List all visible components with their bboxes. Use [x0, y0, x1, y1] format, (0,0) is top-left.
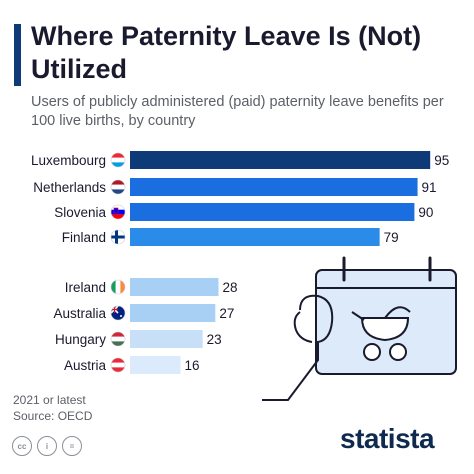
bar-finland [130, 228, 380, 246]
data-label: 79 [384, 230, 399, 245]
data-label: 16 [185, 358, 200, 373]
data-year-note: 2021 or latest [13, 393, 86, 407]
slovenia-flag [110, 204, 126, 220]
statista-logo[interactable]: statista [340, 423, 435, 454]
category-label: Ireland [65, 280, 106, 295]
category-label: Austria [64, 358, 107, 373]
luxembourg-flag [110, 152, 126, 168]
netherlands-flag [110, 179, 126, 195]
bar-hungary [130, 330, 203, 348]
title-accent-bar [14, 24, 21, 86]
data-label: 91 [422, 180, 437, 195]
category-label: Hungary [55, 332, 106, 347]
category-label: Australia [53, 306, 106, 321]
ireland-flag [110, 279, 126, 295]
hungary-flag [110, 331, 126, 347]
bar-slovenia [130, 203, 415, 221]
data-label: 95 [434, 153, 449, 168]
bar-luxembourg [130, 151, 431, 169]
finland-flag [110, 229, 126, 245]
no-derivatives-icon[interactable]: = [62, 436, 82, 456]
chart-title: Where Paternity Leave Is (Not) Utilized [31, 21, 422, 84]
paternity-illustration [262, 256, 457, 401]
source-text: Source: OECD [13, 409, 93, 423]
bar-australia [130, 304, 216, 322]
category-label: Luxembourg [31, 153, 106, 168]
source-note: 2021 or latest Source: OECD [13, 392, 92, 424]
attribution-icon[interactable]: i [37, 436, 57, 456]
austria-flag [110, 357, 126, 373]
creative-commons-icon[interactable]: cc [12, 436, 32, 456]
data-label: 27 [219, 306, 234, 321]
category-label: Netherlands [33, 180, 106, 195]
data-label: 23 [207, 332, 222, 347]
bar-ireland [130, 278, 219, 296]
australia-flag [110, 305, 126, 321]
data-label: 90 [418, 205, 433, 220]
chart-subtitle: Users of publicly administered (paid) pa… [31, 94, 444, 129]
category-label: Finland [62, 230, 106, 245]
license-icons: cc i = [12, 436, 82, 456]
bar-austria [130, 356, 181, 374]
category-label: Slovenia [54, 205, 106, 220]
bar-netherlands [130, 178, 418, 196]
data-label: 28 [222, 280, 237, 295]
